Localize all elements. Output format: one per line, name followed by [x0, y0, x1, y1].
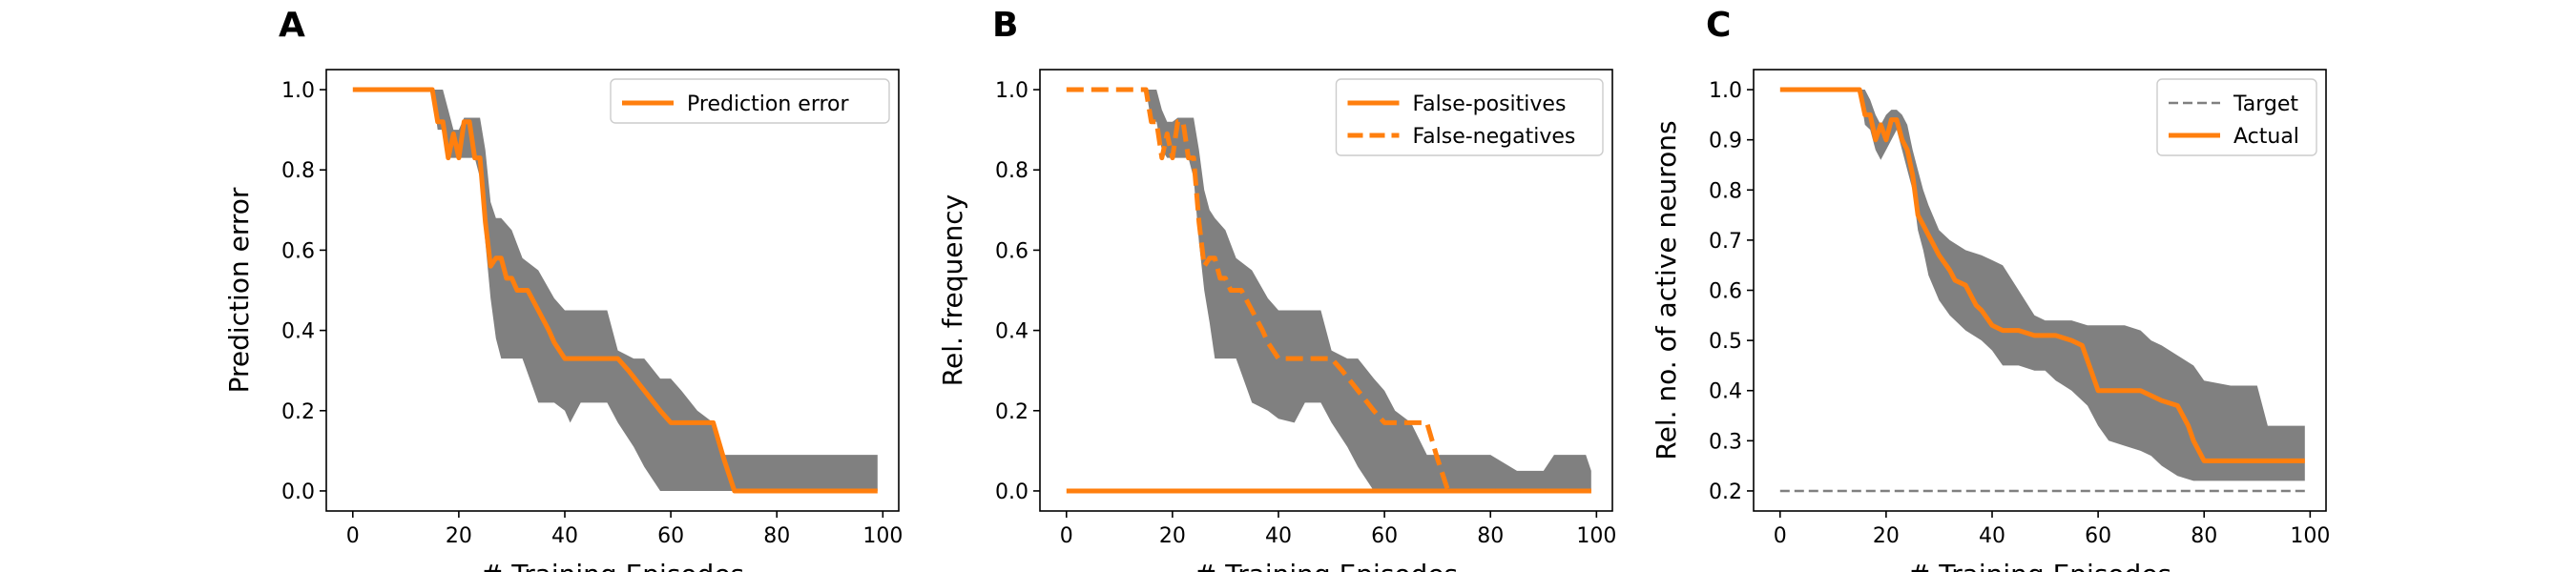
x-tick-label: 20	[1159, 524, 1186, 548]
chart-panel-a: A 0 20 40 60 80 100 0.0 0.2 0.4 0.6 0.8 1.0 # Trainin…	[223, 6, 903, 572]
y-tick-label: 0.2	[995, 400, 1028, 424]
x-tick-label: 0	[1774, 524, 1787, 548]
legend: Prediction error	[610, 78, 890, 124]
panel-letter: B	[992, 6, 1018, 45]
legend: False-positives False-negatives	[1335, 78, 1604, 156]
y-tick-label: 1.0	[995, 79, 1028, 103]
plot-frame	[325, 69, 900, 512]
y-tick-label: 0.0	[995, 480, 1028, 504]
y-tick-label: 1.0	[1709, 79, 1742, 103]
legend-box	[1335, 78, 1604, 156]
panel-letter: C	[1706, 6, 1731, 45]
x-tick-label: 40	[1979, 524, 2005, 548]
y-tick-label: 0.6	[995, 239, 1028, 263]
y-tick-label: 0.4	[995, 320, 1028, 344]
legend-label-1: Actual	[2233, 125, 2299, 149]
x-tick-label: 20	[446, 524, 472, 548]
y-tick-label: 0.9	[1709, 130, 1742, 153]
series-line-0	[352, 87, 878, 494]
x-tick-label: 80	[763, 524, 790, 548]
plot-frame	[1039, 69, 1613, 512]
chart-panel-c: C 0 20 40 60 80 100 0.2 0.3 0.4 0.5 0.6 0.7 0.8 0.9 1.0…	[1651, 6, 2330, 572]
x-axis-label: # Training Episodes	[1908, 559, 2171, 572]
y-tick-label: 0.6	[281, 239, 315, 263]
x-tick-label: 60	[1371, 524, 1398, 548]
legend: Target Actual	[2156, 78, 2317, 156]
y-tick-label: 0.8	[1709, 179, 1742, 203]
x-tick-label: 100	[1576, 524, 1616, 548]
y-tick-label: 0.4	[1709, 380, 1742, 404]
x-tick-label: 80	[1477, 524, 1504, 548]
x-axis-label: # Training Episodes	[1195, 559, 1458, 572]
y-tick-label: 0.2	[281, 400, 315, 424]
x-tick-label: 40	[551, 524, 578, 548]
series-line-1	[1066, 87, 1591, 494]
x-tick-label: 40	[1265, 524, 1292, 548]
confidence-band	[1779, 90, 2305, 481]
y-tick-label: 0.4	[281, 320, 315, 344]
x-tick-label: 60	[2085, 524, 2111, 548]
x-tick-label: 100	[862, 524, 903, 548]
x-tick-label: 100	[2290, 524, 2330, 548]
y-axis-label: Rel. frequency	[937, 194, 968, 386]
series-line-1	[1779, 87, 2305, 463]
chart-panel-b: B 0 20 40 60 80 100 0.0 0.2 0.4 0.6 0.8 1.0 # Trainin…	[937, 6, 1616, 572]
y-axis-label: Rel. no. of active neurons	[1651, 120, 1682, 460]
panel-letter: A	[279, 6, 305, 45]
x-axis-label: # Training Episodes	[481, 559, 744, 572]
y-tick-label: 0.8	[995, 159, 1028, 183]
legend-label-0: Target	[2233, 92, 2298, 116]
y-tick-label: 0.8	[281, 159, 315, 183]
legend-label-0: False-positives	[1413, 92, 1567, 116]
x-tick-label: 60	[657, 524, 684, 548]
legend-label-0: Prediction error	[687, 92, 849, 116]
x-tick-label: 0	[1060, 524, 1073, 548]
legend-box	[610, 78, 890, 124]
y-tick-label: 0.7	[1709, 230, 1742, 254]
x-tick-label: 80	[2191, 524, 2217, 548]
y-tick-label: 0.3	[1709, 430, 1742, 454]
confidence-band	[1146, 90, 1591, 491]
y-tick-label: 1.0	[281, 79, 315, 103]
y-tick-label: 0.6	[1709, 280, 1742, 304]
y-tick-label: 0.0	[281, 480, 315, 504]
legend-label-1: False-negatives	[1413, 125, 1576, 149]
x-tick-label: 20	[1873, 524, 1900, 548]
x-tick-label: 0	[346, 524, 360, 548]
y-axis-label: Prediction error	[223, 187, 255, 393]
y-tick-label: 0.2	[1709, 480, 1742, 504]
y-tick-label: 0.5	[1709, 330, 1742, 354]
confidence-band	[352, 90, 878, 491]
